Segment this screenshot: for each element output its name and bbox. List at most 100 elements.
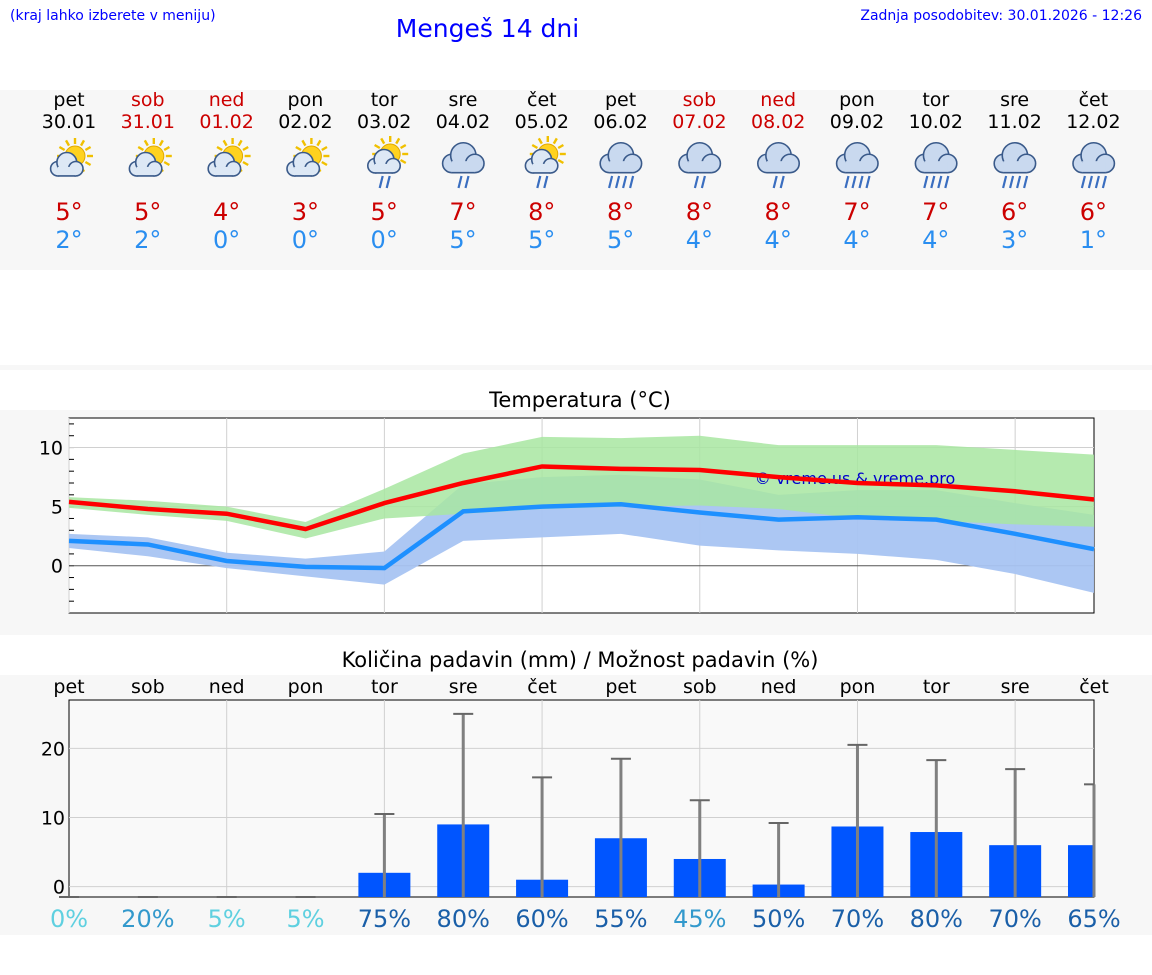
day-column: sob 31.01 bbox=[108, 89, 188, 133]
day-name: čet bbox=[1078, 89, 1109, 111]
precip-bar bbox=[1068, 845, 1094, 897]
cloud-heavy-rain-icon bbox=[835, 141, 879, 189]
day-column: sre 11.02 bbox=[975, 89, 1055, 133]
temp-max: 7° bbox=[449, 198, 477, 226]
day-name: tor bbox=[370, 89, 398, 111]
temp-min: 5° bbox=[449, 226, 477, 254]
day-name: pon bbox=[839, 89, 875, 111]
day-column: sre 04.02 bbox=[423, 89, 503, 133]
precip-probability: 50% bbox=[752, 905, 805, 933]
precip-xtick-label: ned bbox=[209, 676, 245, 698]
day-date: 03.02 bbox=[356, 111, 412, 133]
sun-cloud-icon bbox=[49, 138, 93, 177]
precip-probability: 80% bbox=[437, 905, 490, 933]
precip-ytick-label: 0 bbox=[53, 877, 65, 899]
temp-min: 3° bbox=[1000, 226, 1029, 254]
day-column: čet 05.02 bbox=[502, 89, 582, 133]
temp-min: 5° bbox=[528, 226, 556, 254]
precip-xtick-label: sre bbox=[1001, 676, 1030, 698]
precip-probability: 55% bbox=[594, 905, 647, 933]
precip-probability: 75% bbox=[358, 905, 411, 933]
day-name: pon bbox=[287, 89, 324, 111]
temp-min: 4° bbox=[685, 226, 714, 254]
cloud-heavy-rain-icon bbox=[599, 141, 643, 189]
day-date: 08.02 bbox=[750, 111, 806, 133]
temp-min: 0° bbox=[291, 226, 320, 254]
temp-min: 4° bbox=[764, 226, 792, 254]
day-date: 09.02 bbox=[829, 111, 885, 133]
temp-max: 6° bbox=[1079, 198, 1108, 226]
temp-max: 4° bbox=[212, 198, 241, 226]
precip-xtick-label: pet bbox=[605, 676, 636, 698]
day-date: 01.02 bbox=[199, 111, 254, 133]
day-name: sob bbox=[682, 89, 717, 111]
temp-min: 0° bbox=[370, 226, 398, 254]
day-name: pet bbox=[53, 89, 85, 111]
temp-max: 3° bbox=[291, 198, 320, 226]
temp-min: 1° bbox=[1079, 226, 1108, 254]
location-hint: (kraj lahko izberete v meniju) bbox=[10, 8, 216, 24]
cloud-heavy-rain-icon bbox=[914, 141, 958, 189]
temp-max: 7° bbox=[922, 198, 950, 226]
precip-xtick-label: sob bbox=[131, 676, 165, 698]
day-column: tor 10.02 bbox=[896, 89, 976, 133]
cloud-heavy-rain-icon bbox=[993, 141, 1037, 189]
temp-min: 5° bbox=[606, 226, 635, 254]
precip-ytick-label: 20 bbox=[41, 738, 65, 760]
spacer-band bbox=[0, 365, 1152, 370]
temp-min: 2° bbox=[55, 226, 83, 254]
day-name: sre bbox=[448, 89, 478, 111]
temp-max: 8° bbox=[764, 198, 792, 226]
day-date: 30.01 bbox=[41, 111, 97, 133]
precip-xtick-label: tor bbox=[923, 676, 950, 698]
day-column: čet 12.02 bbox=[1053, 89, 1133, 133]
day-column: tor 03.02 bbox=[344, 89, 424, 133]
precip-chart-title: Količina padavin (mm) / Možnost padavin … bbox=[341, 648, 819, 672]
temp-max: 5° bbox=[370, 198, 398, 226]
forecast-band bbox=[0, 90, 1152, 270]
precip-probability: 70% bbox=[988, 905, 1041, 933]
day-date: 02.02 bbox=[278, 111, 333, 133]
precip-xtick-label: pon bbox=[288, 676, 324, 698]
temp-min: 2° bbox=[134, 226, 162, 254]
day-date: 04.02 bbox=[435, 111, 491, 133]
temp-max: 8° bbox=[606, 198, 635, 226]
sun-cloud-icon bbox=[207, 138, 251, 177]
precip-xtick-label: ned bbox=[761, 676, 797, 698]
day-column: ned 01.02 bbox=[187, 89, 267, 133]
day-column: pon 09.02 bbox=[817, 89, 897, 133]
sun-cloud-icon bbox=[128, 138, 172, 177]
precip-probability: 65% bbox=[1067, 905, 1120, 933]
day-date: 11.02 bbox=[987, 111, 1042, 133]
day-column: pet 30.01 bbox=[29, 89, 109, 133]
day-name: sob bbox=[131, 89, 165, 111]
day-name: ned bbox=[208, 89, 245, 111]
day-date: 07.02 bbox=[672, 111, 727, 133]
precip-probability: 5% bbox=[208, 905, 246, 933]
precip-probability: 60% bbox=[515, 905, 568, 933]
temp-max: 5° bbox=[134, 198, 162, 226]
day-date: 06.02 bbox=[593, 111, 648, 133]
temp-max: 5° bbox=[55, 198, 83, 226]
temp-min: 0° bbox=[212, 226, 241, 254]
sun-cloud-rain-icon bbox=[366, 136, 409, 189]
temp-max: 8° bbox=[685, 198, 714, 226]
precip-xtick-label: sre bbox=[449, 676, 478, 698]
day-name: tor bbox=[922, 89, 950, 111]
cloud-rain-icon bbox=[756, 141, 800, 189]
precip-xtick-label: tor bbox=[371, 676, 398, 698]
precip-probability: 20% bbox=[121, 905, 174, 933]
precip-probability: 70% bbox=[831, 905, 884, 933]
day-column: pon 02.02 bbox=[265, 89, 345, 133]
temp-min: 4° bbox=[843, 226, 871, 254]
last-updated: Zadnja posodobitev: 30.01.2026 - 12:26 bbox=[860, 8, 1142, 24]
day-name: sre bbox=[1000, 89, 1030, 111]
precip-xtick-label: pon bbox=[840, 676, 876, 698]
day-name: ned bbox=[760, 89, 797, 111]
day-column: ned 08.02 bbox=[738, 89, 818, 133]
precip-probability: 80% bbox=[910, 905, 963, 933]
precip-probability: 45% bbox=[673, 905, 726, 933]
precip-ytick-label: 10 bbox=[41, 808, 65, 830]
